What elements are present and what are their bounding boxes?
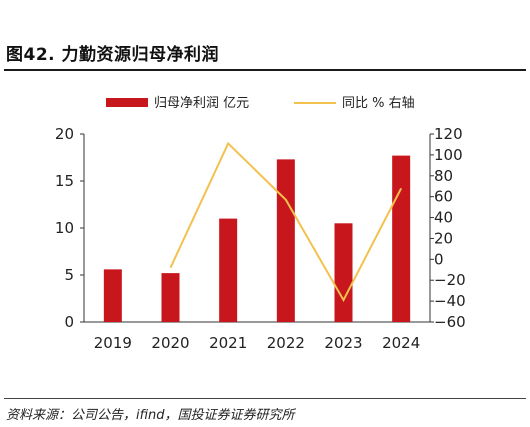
yoy-line	[169, 141, 403, 303]
left-tick-label: 5	[64, 266, 74, 284]
x-tick-label: 2022	[267, 334, 305, 352]
right-tick-label: 0	[434, 250, 444, 268]
left-tick-label: 20	[55, 125, 74, 143]
line-series	[169, 141, 403, 303]
right-tick-label: 120	[434, 125, 463, 143]
bar	[161, 273, 180, 322]
right-tick-label: −20	[434, 271, 466, 289]
x-tick-label: 2019	[94, 334, 132, 352]
left-tick-label: 10	[55, 219, 74, 237]
legend-label-bar: 归母净利润 亿元	[154, 96, 249, 111]
left-tick-label: 0	[64, 313, 74, 331]
right-tick-label: −60	[434, 313, 466, 331]
left-tick-label: 15	[55, 172, 74, 190]
right-tick-label: 20	[434, 229, 453, 247]
axes: 0 5 10 15 20 −60 −40 −20 0 20 40 60 80 100 120 2019 2020…	[55, 125, 466, 352]
bar	[334, 223, 353, 322]
bar	[103, 269, 122, 322]
x-tick-label: 2021	[209, 334, 247, 352]
footer-rule	[4, 398, 526, 399]
x-tick-label: 2024	[382, 334, 420, 352]
bar	[219, 218, 238, 322]
figure-title: 图42. 力勤资源归母净利润	[6, 45, 220, 65]
right-tick-label: 40	[434, 209, 453, 227]
x-tick-label: 2020	[151, 334, 189, 352]
right-tick-label: −40	[434, 292, 466, 310]
bar	[392, 155, 411, 322]
title-rule	[4, 69, 526, 71]
bar-series	[103, 155, 411, 322]
x-tick-label: 2023	[324, 334, 362, 352]
right-tick-label: 60	[434, 188, 453, 206]
legend-swatch-bar	[106, 98, 148, 107]
bar	[276, 159, 295, 322]
source-note: 资料来源：公司公告，ifind，国投证券证券研究所	[6, 408, 295, 423]
right-tick-label: 100	[434, 146, 463, 164]
legend: 归母净利润 亿元 同比 % 右轴	[106, 96, 415, 111]
legend-label-line: 同比 % 右轴	[342, 96, 415, 111]
combo-chart: 归母净利润 亿元 同比 % 右轴 0 5 10 15 20 −60 −40 −20 0 20 40 6…	[55, 96, 466, 352]
right-tick-label: 80	[434, 167, 453, 185]
